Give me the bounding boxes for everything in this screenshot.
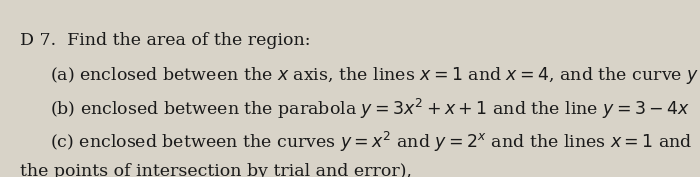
Text: (b) enclosed between the parabola $y = 3x^2 + x + 1$ and the line $y = 3 - 4x$: (b) enclosed between the parabola $y = 3… — [50, 97, 691, 121]
Text: D 7.  Find the area of the region:: D 7. Find the area of the region: — [20, 32, 310, 49]
Text: (c) enclosed between the curves $y = x^2$ and $y = 2^x$ and the lines $x = 1$ an: (c) enclosed between the curves $y = x^2… — [50, 130, 693, 154]
Text: (a) enclosed between the $x$ axis, the lines $x = 1$ and $x = 4$, and the curve : (a) enclosed between the $x$ axis, the l… — [50, 65, 699, 86]
Text: the points of intersection by trial and error),: the points of intersection by trial and … — [20, 163, 412, 177]
